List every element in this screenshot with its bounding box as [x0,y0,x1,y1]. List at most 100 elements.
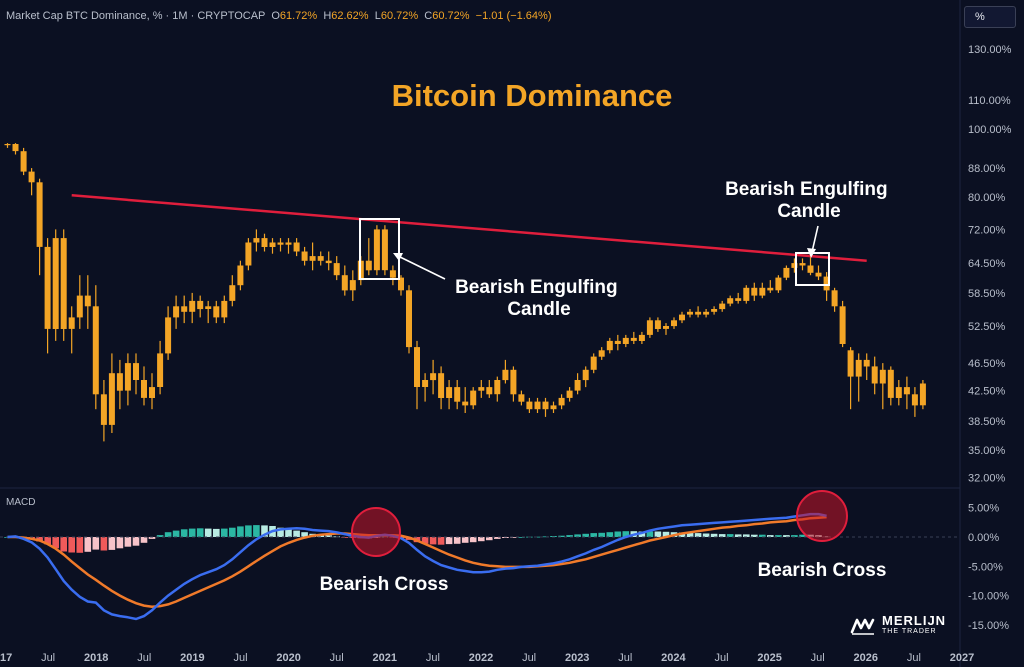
bearish-cross-marker-2 [796,490,848,542]
candle-body [871,366,878,384]
candle-body [181,306,188,312]
macd-histogram-bar [510,537,517,538]
macd-histogram-bar [582,533,589,537]
candle-body [502,369,509,381]
x-tick-label: Jul [330,652,344,664]
y-tick-label: 58.50% [968,288,1006,300]
macd-histogram-bar [767,535,774,537]
macd-histogram-bar [148,537,156,539]
candle-body [695,311,702,315]
x-tick-label: 2024 [661,652,686,664]
macd-histogram-bar [558,535,565,537]
engulfing-label-2-text-line-2: Candle [777,201,840,222]
ohlc-low-value: 60.72% [380,10,419,22]
macd-histogram-bar [60,537,67,552]
candle-body [438,373,445,398]
macd-tick-label: 5.00% [968,503,999,515]
x-tick-label: Jul [426,652,440,664]
x-tick-label: 2025 [757,652,781,664]
resistance-trendline [71,194,867,262]
x-tick-label: Jul [522,652,536,664]
macd-histogram-bar [751,534,758,537]
candle-body [365,260,372,271]
candle-body [775,277,782,291]
y-tick-label: 38.50% [968,416,1006,428]
macd-histogram-bar [245,525,252,537]
macd-histogram-bar [646,531,654,537]
candle-body [92,306,99,395]
candle-body [614,340,621,344]
candle-body [229,285,236,301]
candle-body [237,265,244,286]
candle-body [767,287,774,291]
macd-histogram-bar [196,528,204,537]
macd-histogram-bar [743,534,750,537]
y-tick-label: 130.00% [968,44,1012,56]
macd-tick-label: -15.00% [968,620,1009,632]
macd-histogram-bar [293,530,300,537]
macd-histogram-bar [132,537,140,546]
macd-histogram-bar [718,534,726,537]
y-tick-label: 32.00% [968,472,1006,484]
bearish-cross-label-2: Bearish Cross [758,560,887,581]
macd-indicator-label[interactable]: MACD [6,497,36,508]
candle-body [743,287,750,301]
candle-body [855,359,862,377]
macd-histogram-bar [534,536,541,538]
percent-scale-button[interactable]: % [964,6,1016,28]
candle-body [735,298,742,301]
x-tick-label: 2020 [276,652,300,664]
engulfing-label-1: Bearish Engulfing Candle [455,277,623,320]
macd-histogram-bar [437,537,445,545]
macd-histogram-bar [694,533,702,537]
macd-histogram-bar [325,535,332,537]
candle-body [149,387,155,398]
x-tick-label: Jul [907,652,921,664]
candle-body [293,242,300,252]
candle-body [679,314,685,321]
price-axis: 130.00% 110.00% 100.00% 88.00% 80.00% 72.00% 6… [968,44,1012,485]
candle-body [671,320,677,327]
candle-body [84,295,91,307]
candle-body [124,363,131,391]
macd-tick-label: -10.00% [968,591,1009,603]
candle-body [141,380,147,398]
ohlc-high-label: H [323,10,332,22]
macd-histogram-bar [124,537,132,547]
candle-body [373,229,380,271]
macd-axis: 5.00% 0.00% -5.00% -10.00% -15.00% [968,503,1009,632]
candle-body [285,242,292,245]
macd-histogram-bar [429,537,437,545]
candle-body [911,394,918,406]
y-tick-label: 88.00% [968,163,1006,175]
candle-body [333,263,340,276]
candle-body [20,151,27,172]
y-tick-label: 52.50% [968,321,1006,333]
macd-histogram-bar [542,536,549,538]
macd-histogram-bar [518,537,525,538]
candle-body [759,287,766,296]
macd-histogram-bar [486,537,493,541]
candle-body [606,340,613,351]
candle-body [253,238,260,243]
ohlc-high-value: 62.62% [331,10,369,22]
candle-body [518,394,525,402]
macd-histogram-bar [277,527,284,537]
macd-histogram-bar [574,534,581,537]
macd-histogram-bar [734,534,742,537]
engulfing-label-2-text: Bearish Engulfing [725,179,888,200]
bearish-cross-label-1: Bearish Cross [320,574,449,595]
macd-histogram-bar [702,533,710,537]
engulfing-label-1-text-line-2: Candle [507,299,570,320]
candle-body [534,401,541,410]
x-tick-label: Jul [618,652,632,664]
macd-signal-line [7,515,827,608]
x-tick-label: 2027 [950,652,974,664]
candle-body [108,373,115,425]
macd-tick-label: 0.00% [968,532,999,544]
candle-body [406,290,412,348]
macd-histogram-bar [164,532,172,537]
candle-body [68,317,75,329]
candle-body [486,387,493,395]
bearish-cross-marker-1 [351,507,401,557]
